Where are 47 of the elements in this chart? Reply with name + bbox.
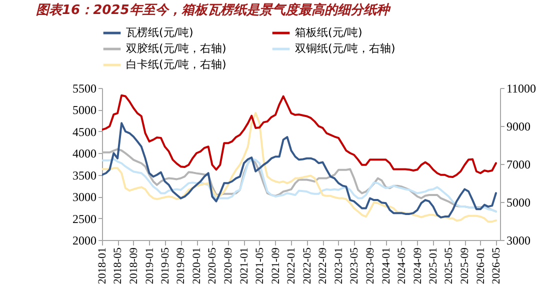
- x-tick-label: 2019-01: [144, 248, 156, 284]
- y2-tick-label: 7000: [506, 158, 530, 172]
- x-tick-label: 2024-09: [412, 247, 424, 284]
- chart-title: 图表16：2025年至今，箱板瓦楞纸是景气度最高的细分纸种: [36, 2, 392, 18]
- x-tick-label: 2021-05: [254, 247, 266, 284]
- y2-tick-label: 9000: [506, 120, 530, 134]
- y-tick-label: 2000: [72, 234, 96, 248]
- x-tick-label: 2019-09: [175, 247, 188, 284]
- x-tick-label: 2021-01: [238, 248, 250, 284]
- x-tick-label: 2025-09: [459, 247, 472, 284]
- y-tick-label: 3000: [72, 190, 96, 204]
- y2-tick-label: 11000: [506, 82, 536, 96]
- y-tick-label: 3500: [72, 168, 96, 182]
- x-tick-label: 2026-05: [490, 247, 502, 284]
- legend-label: 双铜纸(元/吨，右轴): [295, 42, 396, 55]
- x-tick-label: 2019-05: [159, 247, 172, 284]
- x-tick-label: 2022-01: [286, 248, 298, 284]
- x-tick-label: 2022-05: [301, 247, 314, 284]
- y2-tick-label: 3000: [506, 234, 530, 248]
- x-tick-label: 2025-05: [443, 247, 456, 284]
- x-tick-label: 2024-01: [380, 248, 392, 284]
- x-tick-label: 2020-01: [191, 248, 204, 284]
- legend-label: 白卡纸(元/吨，右轴): [126, 58, 226, 71]
- y-tick-label: 5000: [72, 103, 96, 118]
- x-tick-label: 2025-01: [428, 248, 440, 284]
- legend-label: 瓦楞纸(元/吨): [126, 26, 194, 39]
- y-tick-label: 4500: [72, 124, 96, 139]
- y-tick-label: 2500: [72, 212, 96, 226]
- x-tick-label: 2018-09: [128, 247, 140, 284]
- x-tick-label: 2023-01: [332, 248, 345, 284]
- x-tick-label: 2018-05: [112, 247, 124, 284]
- x-tick-label: 2021-09: [270, 247, 282, 284]
- x-tick-label: 2020-09: [222, 247, 235, 284]
- y2-tick-label: 5000: [506, 196, 530, 210]
- x-tick-label: 2026-01: [474, 248, 487, 284]
- legend-label: 箱板纸(元/吨): [295, 26, 362, 39]
- x-tick-label: 2023-09: [364, 247, 376, 284]
- x-tick-label: 2018-01: [96, 248, 108, 284]
- x-tick-label: 2022-09: [317, 247, 330, 284]
- x-tick-label: 2023-05: [348, 247, 361, 284]
- line-series: [102, 94, 497, 178]
- y-tick-label: 5500: [72, 82, 96, 96]
- y-tick-label: 4000: [72, 146, 96, 161]
- x-tick-label: 2020-05: [206, 247, 219, 284]
- x-tick-label: 2024-05: [396, 247, 408, 284]
- line-series: [102, 158, 497, 212]
- legend-label: 双胶纸(元/吨，右轴): [126, 42, 226, 55]
